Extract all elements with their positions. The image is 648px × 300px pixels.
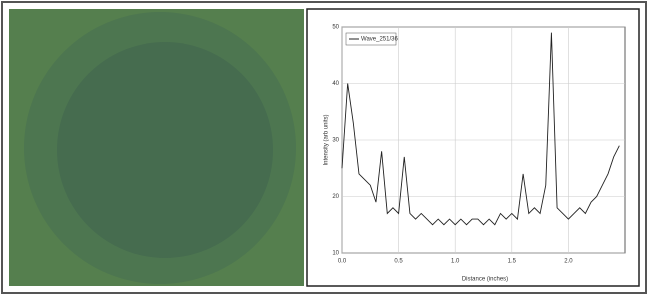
y-tick-label: 40: [332, 81, 339, 87]
wafer-inner: [57, 42, 273, 258]
y-tick-label: 50: [332, 25, 339, 31]
y-tick-label: 10: [332, 251, 339, 257]
y-axis-label: Intensity (arb units): [324, 114, 330, 165]
figure: Distance (inches) Intensity (arb units) …: [0, 0, 648, 295]
legend-label: Wave_251/36: [361, 37, 398, 43]
x-tick-label: 0.0: [338, 259, 347, 265]
x-tick-label: 2.0: [564, 259, 573, 265]
x-tick-label: 1.0: [451, 259, 460, 265]
y-tick-label: 20: [332, 194, 339, 200]
x-axis-label: Distance (inches): [462, 277, 508, 283]
x-tick-label: 0.5: [394, 259, 403, 265]
y-tick-label: 30: [332, 138, 339, 144]
x-tick-label: 1.5: [508, 259, 517, 265]
